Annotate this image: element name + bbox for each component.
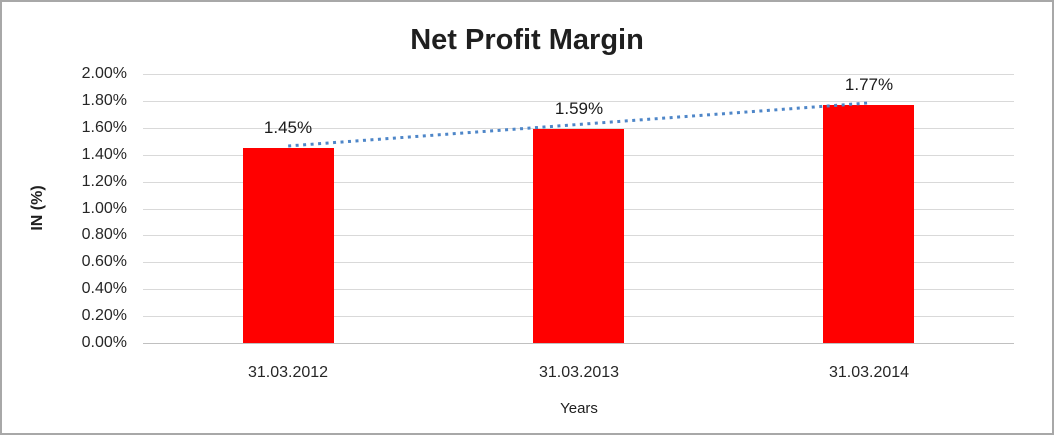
gridline — [143, 74, 1014, 75]
bar — [533, 129, 624, 343]
chart-title: Net Profit Margin — [410, 24, 644, 56]
x-tick-label: 31.03.2012 — [247, 364, 329, 381]
y-tick-label: 0.80% — [81, 226, 127, 243]
bar-value-label: 1.59% — [554, 99, 604, 118]
y-tick-label: 1.80% — [81, 92, 127, 109]
y-tick-label: 0.60% — [81, 253, 127, 270]
bar — [243, 148, 334, 343]
y-tick-label: 1.60% — [81, 119, 127, 136]
y-tick-label: 2.00% — [81, 65, 127, 82]
bar-value-label: 1.77% — [844, 75, 894, 94]
x-tick-label: 31.03.2013 — [538, 364, 620, 381]
y-tick-label: 0.20% — [81, 307, 127, 324]
x-tick-label: 31.03.2014 — [828, 364, 910, 381]
x-axis-title: Years — [560, 400, 598, 417]
y-tick-label: 1.00% — [81, 200, 127, 217]
bar — [823, 105, 914, 343]
y-tick-label: 1.40% — [81, 146, 127, 163]
y-tick-label: 0.40% — [81, 280, 127, 297]
gridline — [143, 343, 1014, 344]
y-tick-label: 0.00% — [81, 334, 127, 351]
y-tick-label: 1.20% — [81, 173, 127, 190]
bar-value-label: 1.45% — [263, 118, 313, 137]
